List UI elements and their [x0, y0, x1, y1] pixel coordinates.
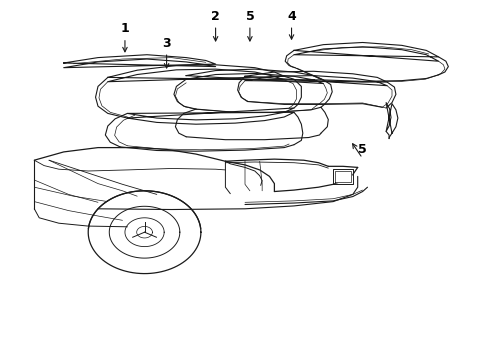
Text: 5: 5 [358, 143, 367, 156]
Polygon shape [335, 171, 351, 182]
Text: 2: 2 [211, 10, 220, 23]
Polygon shape [245, 71, 387, 86]
Polygon shape [333, 169, 353, 184]
Polygon shape [108, 65, 284, 82]
Polygon shape [386, 103, 398, 133]
Polygon shape [64, 55, 216, 68]
Text: 4: 4 [287, 10, 296, 23]
Text: 3: 3 [162, 37, 171, 50]
Polygon shape [294, 42, 439, 61]
Polygon shape [127, 108, 294, 124]
Text: 5: 5 [245, 10, 254, 23]
Polygon shape [186, 69, 323, 84]
Text: 1: 1 [121, 22, 129, 35]
